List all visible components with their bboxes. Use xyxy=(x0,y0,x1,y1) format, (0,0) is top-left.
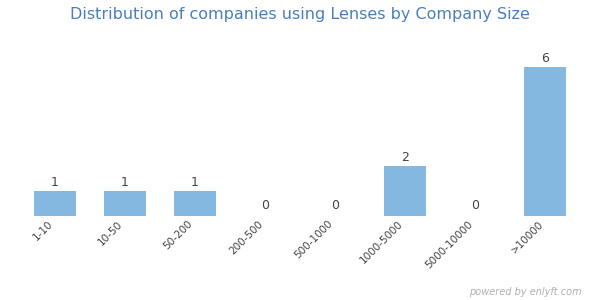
Bar xyxy=(34,191,76,216)
Bar xyxy=(174,191,216,216)
Bar xyxy=(384,167,426,216)
Text: powered by enlyft.com: powered by enlyft.com xyxy=(469,287,582,297)
Text: 6: 6 xyxy=(541,52,550,65)
Bar xyxy=(104,191,146,216)
Text: 2: 2 xyxy=(401,151,409,164)
Text: 0: 0 xyxy=(331,199,339,212)
Text: 1: 1 xyxy=(121,176,128,189)
Text: 1: 1 xyxy=(50,176,59,189)
Text: 0: 0 xyxy=(261,199,269,212)
Text: 1: 1 xyxy=(191,176,199,189)
Bar xyxy=(524,67,566,216)
Text: 0: 0 xyxy=(471,199,479,212)
Title: Distribution of companies using Lenses by Company Size: Distribution of companies using Lenses b… xyxy=(70,7,530,22)
